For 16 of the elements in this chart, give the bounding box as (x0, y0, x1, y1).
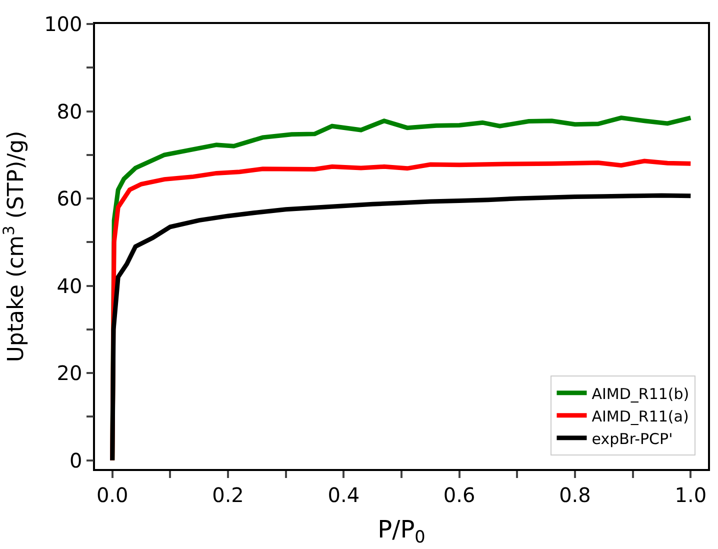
x-tick-label: 0.8 (559, 482, 591, 507)
x-tick-label: 0.0 (96, 482, 128, 507)
x-axis-title: P/P$_{0}$ (378, 516, 426, 547)
legend-label: AIMD_R11(b) (592, 384, 690, 403)
y-tick-label: 0 (70, 448, 82, 472)
y-tick-label: 40 (56, 274, 82, 298)
y-tick-label: 100 (44, 12, 82, 36)
legend-label: expBr-PCP' (592, 430, 673, 448)
x-tick-label: 1.0 (674, 482, 707, 507)
legend-label: AIMD_R11(a) (592, 407, 689, 426)
x-tick-label: 0.2 (212, 482, 244, 507)
y-tick-label: 60 (56, 186, 82, 211)
x-tick-label: 0.4 (328, 482, 360, 507)
x-tick-label: 0.6 (443, 482, 476, 507)
y-tick-label: 20 (56, 361, 82, 386)
y-tick-label: 80 (56, 99, 82, 124)
